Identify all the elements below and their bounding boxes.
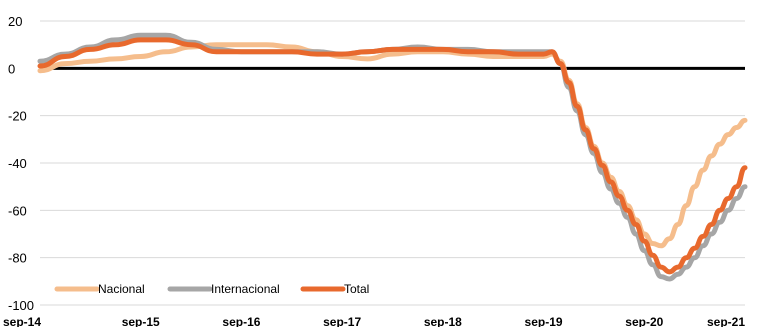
y-tick-label: -20	[8, 109, 27, 124]
y-tick-label: 20	[8, 14, 22, 29]
legend-label-nacional: Nacional	[98, 282, 145, 296]
series-lines	[37, 32, 748, 282]
y-tick-label: -100	[8, 298, 34, 313]
y-tick-label: -80	[8, 251, 27, 266]
x-tick-label: sep-18	[424, 315, 462, 327]
legend-label-total: Total	[344, 282, 369, 296]
y-tick-label: -60	[8, 203, 27, 218]
series-line-total	[37, 37, 748, 275]
legend: Nacional Internacional Total	[54, 282, 369, 296]
x-tick-label: sep-16	[222, 315, 260, 327]
legend-label-internacional: Internacional	[211, 282, 280, 296]
x-axis-ticks: sep-14 sep-15 sep-16 sep-17 sep-18 sep-19 sep-…	[3, 315, 745, 327]
x-tick-label: sep-17	[323, 315, 361, 327]
x-tick-label: sep-14	[3, 315, 41, 327]
y-tick-label: -40	[8, 156, 27, 171]
y-tick-label: 0	[8, 61, 15, 76]
y-axis-ticks: 20 0 -20 -40 -60 -80 -100	[8, 14, 34, 313]
x-tick-label: sep-19	[525, 315, 563, 327]
series-line-nacional	[37, 42, 748, 249]
series-line-internacional	[37, 32, 748, 282]
x-tick-label: sep-21	[707, 315, 745, 327]
x-tick-label: sep-15	[122, 315, 160, 327]
gridlines	[40, 20, 745, 306]
x-tick-label: sep-20	[625, 315, 663, 327]
